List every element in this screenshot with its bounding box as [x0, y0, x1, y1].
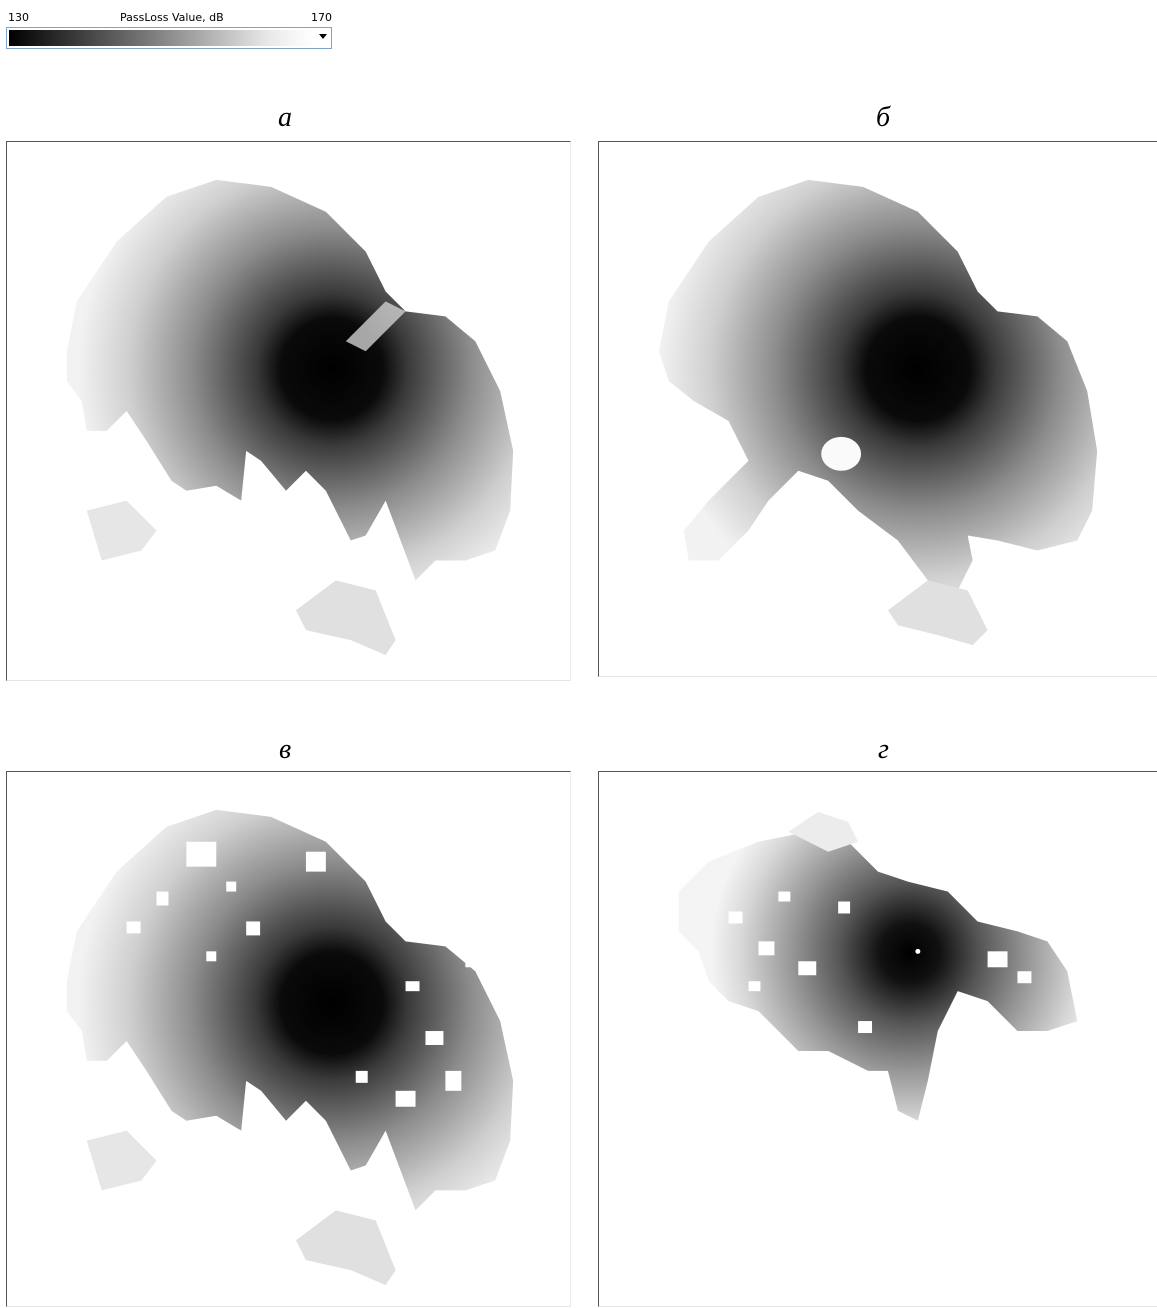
legend-min-label: 130 — [8, 11, 29, 24]
coverage-map-b — [658, 179, 1098, 646]
coverage-map-v — [66, 809, 514, 1286]
chevron-down-icon[interactable] — [319, 34, 327, 39]
coverage-map-panel-g — [598, 771, 1157, 1307]
legend-gradient-swatch — [9, 30, 313, 46]
coverage-map-panel-a — [6, 141, 571, 681]
legend-colormap-dropdown[interactable] — [6, 27, 332, 49]
panel-caption-v: в — [279, 734, 292, 765]
coverage-map-a — [66, 179, 514, 656]
coverage-map-g — [678, 811, 1078, 1121]
panel-caption-g: г — [878, 734, 889, 765]
passloss-legend: 130 PassLoss Value, dB 170 — [6, 8, 334, 52]
coverage-map-panel-v — [6, 771, 571, 1307]
panel-caption-b: б — [876, 102, 891, 133]
legend-max-label: 170 — [311, 11, 332, 24]
panel-caption-a: а — [278, 102, 292, 133]
coverage-map-panel-b — [598, 141, 1157, 677]
legend-title: PassLoss Value, dB — [120, 11, 224, 24]
